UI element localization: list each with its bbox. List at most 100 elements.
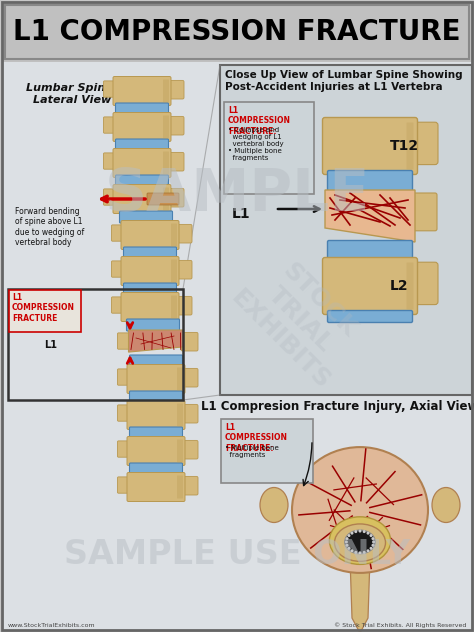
FancyBboxPatch shape: [129, 355, 182, 367]
FancyBboxPatch shape: [116, 175, 168, 187]
FancyBboxPatch shape: [221, 419, 313, 483]
FancyBboxPatch shape: [370, 521, 398, 549]
FancyBboxPatch shape: [175, 260, 192, 279]
FancyBboxPatch shape: [116, 139, 168, 151]
FancyBboxPatch shape: [410, 262, 438, 305]
FancyBboxPatch shape: [167, 80, 184, 99]
FancyBboxPatch shape: [118, 405, 131, 421]
Text: SAMPLE USE ONLY: SAMPLE USE ONLY: [64, 538, 410, 571]
Text: www.StockTrialExhibits.com: www.StockTrialExhibits.com: [8, 623, 96, 628]
Circle shape: [354, 530, 357, 533]
Text: • Collapse and
  wedging of L1
  vertebral body
• Multiple bone
  fragments: • Collapse and wedging of L1 vertebral b…: [228, 127, 283, 161]
FancyBboxPatch shape: [181, 477, 198, 495]
FancyBboxPatch shape: [116, 103, 168, 115]
FancyBboxPatch shape: [129, 463, 182, 475]
FancyBboxPatch shape: [167, 152, 184, 171]
FancyBboxPatch shape: [171, 224, 177, 246]
FancyBboxPatch shape: [163, 152, 169, 174]
Circle shape: [363, 530, 366, 533]
Ellipse shape: [292, 447, 428, 573]
FancyBboxPatch shape: [111, 261, 126, 277]
FancyBboxPatch shape: [103, 81, 118, 97]
Text: Forward bending
of spine above L1
due to wedging of
vertebral body: Forward bending of spine above L1 due to…: [15, 207, 84, 247]
Circle shape: [372, 540, 375, 544]
FancyBboxPatch shape: [129, 427, 182, 439]
FancyBboxPatch shape: [177, 475, 183, 499]
Circle shape: [347, 534, 350, 537]
Circle shape: [366, 549, 370, 552]
Ellipse shape: [329, 517, 391, 564]
FancyBboxPatch shape: [328, 171, 412, 191]
Ellipse shape: [432, 487, 460, 523]
FancyBboxPatch shape: [220, 65, 472, 395]
Circle shape: [372, 544, 374, 547]
FancyBboxPatch shape: [175, 224, 192, 243]
FancyBboxPatch shape: [407, 123, 413, 169]
Text: L1
COMPRESSION
FRACTURE:: L1 COMPRESSION FRACTURE:: [225, 423, 288, 453]
FancyBboxPatch shape: [118, 333, 131, 349]
FancyBboxPatch shape: [410, 122, 438, 164]
FancyBboxPatch shape: [121, 221, 179, 250]
Text: L1
COMPRESSION
FRACTURE:: L1 COMPRESSION FRACTURE:: [228, 106, 291, 136]
Text: L1: L1: [232, 207, 251, 221]
FancyBboxPatch shape: [113, 76, 171, 106]
FancyBboxPatch shape: [2, 62, 472, 630]
Circle shape: [346, 544, 348, 547]
FancyBboxPatch shape: [103, 153, 118, 169]
Circle shape: [372, 537, 374, 540]
FancyBboxPatch shape: [127, 365, 185, 394]
FancyBboxPatch shape: [171, 296, 177, 319]
FancyBboxPatch shape: [177, 367, 183, 391]
Text: © Stock Trial Exhibits. All Rights Reserved: © Stock Trial Exhibits. All Rights Reser…: [334, 623, 466, 628]
FancyBboxPatch shape: [121, 257, 179, 286]
Circle shape: [354, 551, 357, 554]
Polygon shape: [325, 190, 415, 242]
FancyBboxPatch shape: [224, 102, 314, 194]
FancyBboxPatch shape: [127, 401, 185, 430]
FancyBboxPatch shape: [407, 262, 413, 310]
Circle shape: [345, 540, 348, 544]
FancyBboxPatch shape: [171, 260, 177, 283]
FancyBboxPatch shape: [328, 310, 412, 322]
Text: L1 COMPRESSION FRACTURE: L1 COMPRESSION FRACTURE: [13, 18, 461, 46]
FancyBboxPatch shape: [113, 112, 171, 142]
FancyBboxPatch shape: [181, 441, 198, 459]
FancyBboxPatch shape: [181, 368, 198, 387]
Circle shape: [358, 551, 362, 554]
FancyBboxPatch shape: [127, 319, 180, 331]
FancyBboxPatch shape: [103, 189, 118, 205]
FancyBboxPatch shape: [181, 404, 198, 423]
FancyBboxPatch shape: [111, 297, 126, 313]
FancyBboxPatch shape: [103, 117, 118, 133]
Text: L1: L1: [44, 340, 57, 350]
FancyBboxPatch shape: [181, 332, 198, 351]
FancyBboxPatch shape: [121, 293, 179, 322]
FancyBboxPatch shape: [113, 185, 171, 214]
Text: T12: T12: [390, 139, 419, 153]
Circle shape: [358, 530, 362, 533]
Circle shape: [346, 537, 348, 540]
FancyBboxPatch shape: [127, 473, 185, 502]
FancyBboxPatch shape: [147, 193, 179, 205]
FancyBboxPatch shape: [111, 225, 126, 241]
FancyBboxPatch shape: [113, 149, 171, 178]
FancyBboxPatch shape: [118, 369, 131, 385]
Text: SAMPLE: SAMPLE: [104, 166, 370, 224]
Ellipse shape: [335, 524, 385, 561]
Text: L1 Compresion Fracture Injury, Axial View: L1 Compresion Fracture Injury, Axial Vie…: [201, 400, 474, 413]
FancyBboxPatch shape: [411, 193, 437, 231]
Circle shape: [370, 547, 373, 550]
FancyBboxPatch shape: [167, 188, 184, 207]
FancyBboxPatch shape: [177, 439, 183, 463]
Circle shape: [363, 551, 366, 554]
FancyBboxPatch shape: [124, 247, 176, 259]
Text: L1
COMPRESSION
FRACTURE: L1 COMPRESSION FRACTURE: [12, 293, 75, 323]
Circle shape: [350, 532, 354, 535]
FancyBboxPatch shape: [2, 2, 472, 62]
Text: Lumbar Spine,
Lateral View: Lumbar Spine, Lateral View: [27, 83, 118, 105]
Circle shape: [370, 534, 373, 537]
FancyBboxPatch shape: [118, 441, 131, 457]
Text: Close Up View of Lumbar Spine Showing
Post-Accident Injuries at L1 Vertebra: Close Up View of Lumbar Spine Showing Po…: [225, 70, 463, 92]
FancyBboxPatch shape: [129, 391, 182, 403]
Text: • Multiple bone
  fragments: • Multiple bone fragments: [225, 445, 279, 458]
